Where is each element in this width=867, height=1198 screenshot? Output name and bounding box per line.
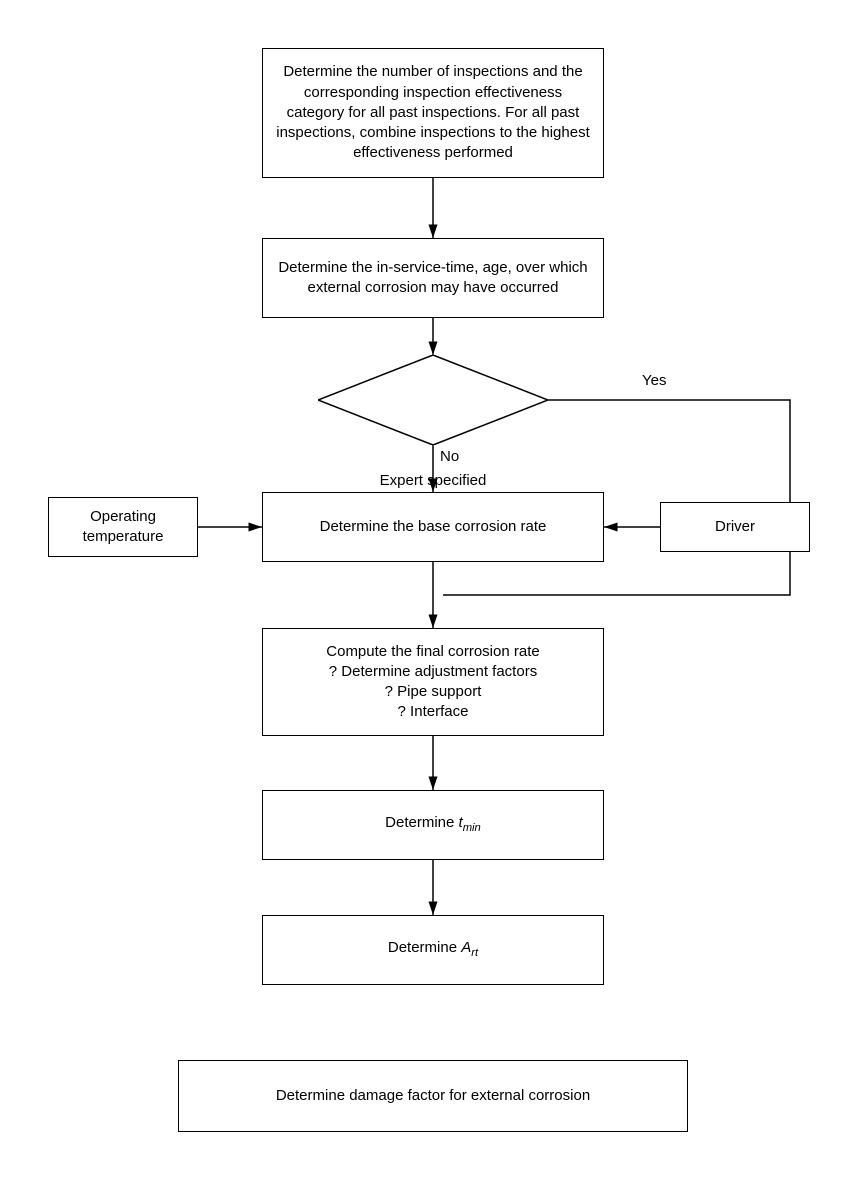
node-text: Compute the final corrosion rate ? Deter…: [326, 642, 539, 723]
node-text: Determine the base corrosion rate: [320, 517, 547, 537]
node-damage-factor: Determine damage factor for external cor…: [178, 1060, 688, 1132]
node-text: Determine the in-service-time, age, over…: [275, 258, 591, 299]
node-text: Determine tmin: [385, 813, 481, 836]
node-text: Determine damage factor for external cor…: [276, 1086, 590, 1106]
node-text: Driver: [715, 517, 755, 537]
label-yes: Yes: [642, 372, 666, 389]
node-inservice-time: Determine the in-service-time, age, over…: [262, 238, 604, 318]
node-final-corrosion-rate: Compute the final corrosion rate ? Deter…: [262, 628, 604, 736]
node-determine-tmin: Determine tmin: [262, 790, 604, 860]
node-text: Operating temperature: [61, 507, 185, 548]
input-operating-temperature: Operating temperature: [48, 497, 198, 557]
node-text: Determine the number of inspections and …: [275, 62, 591, 163]
label-no: No: [440, 448, 459, 465]
decision-expert-rate: Expert specified corrosion rate?: [318, 355, 548, 445]
flowchart-connectors: [0, 0, 867, 1198]
node-inspections: Determine the number of inspections and …: [262, 48, 604, 178]
input-driver: Driver: [660, 502, 810, 552]
node-determine-art: Determine Art: [262, 915, 604, 985]
node-base-corrosion-rate: Determine the base corrosion rate: [262, 492, 604, 562]
node-text: Determine Art: [388, 938, 478, 961]
